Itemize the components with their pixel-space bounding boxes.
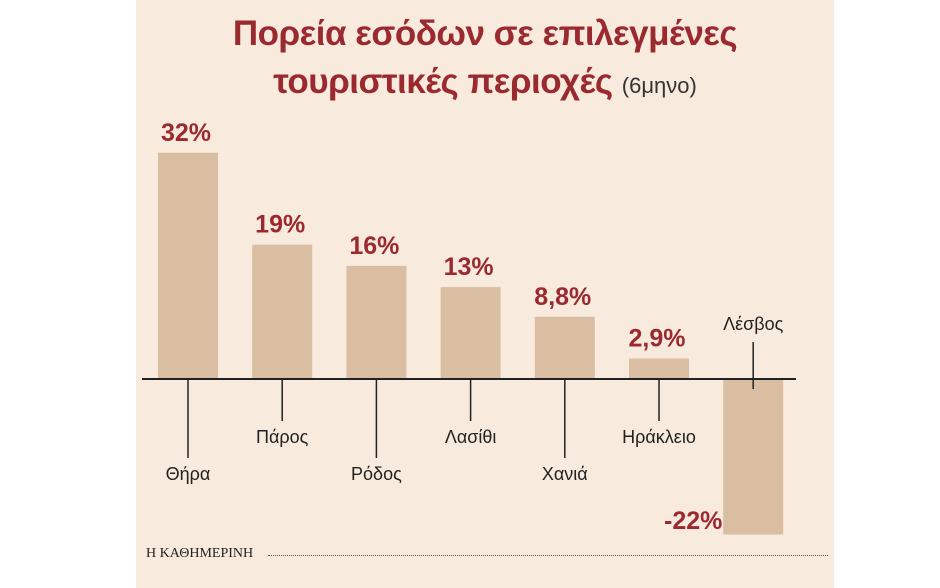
value-label-0: 32% (161, 119, 211, 147)
category-label-6: Λέσβος (723, 314, 784, 334)
value-label-2: 16% (349, 232, 399, 260)
source-label: Η ΚΑΘΗΜΕΡΙΝΗ (146, 546, 254, 561)
chart-panel: Πορεία εσόδων σε επιλεγμένες τουριστικές… (136, 0, 834, 588)
category-label-0: Θήρα (166, 464, 211, 484)
value-label-6: -22% (664, 507, 722, 535)
bar-3 (440, 287, 501, 379)
bar-0 (158, 152, 218, 379)
category-label-4: Χανιά (542, 464, 588, 484)
bar-6 (723, 379, 784, 535)
value-label-4: 8,8% (534, 283, 591, 311)
bar-1 (252, 244, 313, 379)
chart-title-line2: τουριστικές περιοχές (6μηνο) (136, 62, 834, 102)
bar-chart: Θήρα Πάρος Ρόδος Λασίθι Χανιά Ηράκλειο Λέσβος 3… (142, 119, 796, 535)
chart-title-line1: Πορεία εσόδων σε επιλεγμένες (232, 14, 738, 53)
chart-title-main: τουριστικές περιοχές (273, 62, 613, 101)
bar-5 (629, 358, 689, 379)
bar-4 (534, 316, 595, 379)
category-label-1: Πάρος (256, 427, 309, 447)
value-label-3: 13% (444, 253, 494, 281)
category-label-5: Ηράκλειο (622, 427, 696, 447)
value-label-1: 19% (255, 211, 305, 239)
category-label-3: Λασίθι (445, 427, 497, 447)
chart-title-period: (6μηνο) (621, 73, 697, 98)
source-divider (268, 555, 828, 556)
value-label-5: 2,9% (629, 324, 686, 352)
bar-2 (346, 265, 407, 379)
category-label-2: Ρόδος (351, 464, 402, 484)
